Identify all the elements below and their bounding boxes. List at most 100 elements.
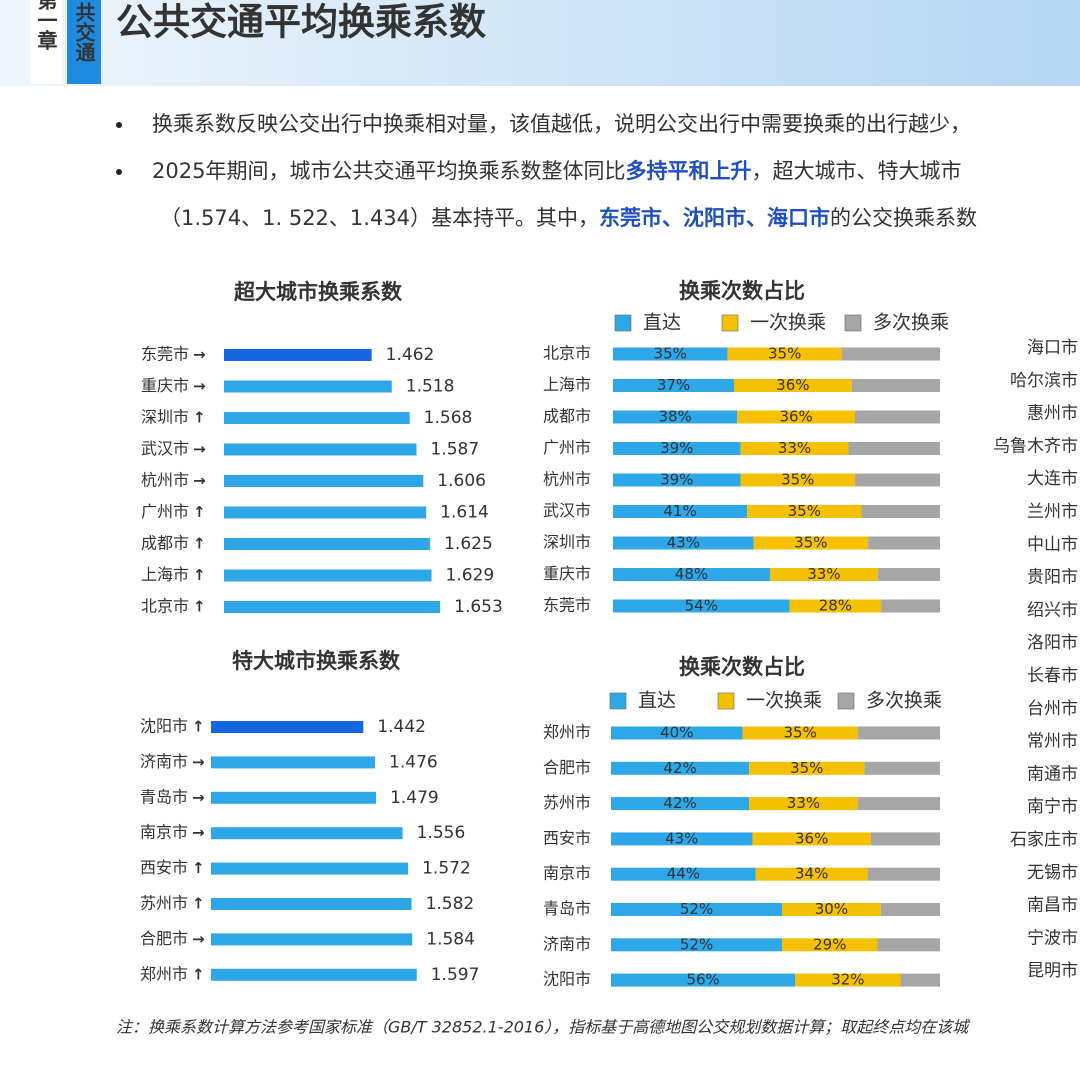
legend-swatch (717, 692, 735, 710)
bar-segment (737, 410, 855, 424)
trend-arrow: → (192, 753, 205, 771)
category-label: 深圳市 (543, 533, 591, 552)
bar-segment (854, 410, 940, 424)
bar-segment (880, 903, 940, 916)
trend-arrow: → (193, 472, 206, 490)
bar-segment (611, 938, 783, 952)
value-label: 56% (686, 971, 719, 989)
value-label: 39% (660, 471, 693, 489)
legend-swatch (614, 314, 632, 332)
bar-segment (613, 599, 790, 613)
bar (224, 349, 372, 361)
bar-segment (867, 867, 940, 881)
bar (211, 933, 413, 946)
value-label: 30% (815, 900, 848, 918)
value-label: 42% (663, 759, 696, 777)
legend-swatch (837, 692, 855, 710)
value-label: 34% (795, 865, 828, 883)
category-label: 杭州市 (141, 471, 189, 490)
bar (224, 475, 424, 487)
legend-swatch (609, 692, 627, 710)
value-label: 36% (779, 408, 812, 426)
bar-segment (611, 726, 743, 740)
value-label: 35% (794, 534, 827, 552)
bar-segment (749, 761, 865, 775)
bar (211, 898, 412, 910)
category-label: 上海市 (543, 375, 591, 394)
bar-segment (841, 347, 940, 361)
value-label: 1.568 (424, 408, 473, 428)
bullet-dot (116, 122, 122, 128)
category-label: 上海市 (141, 565, 189, 584)
side-city-label: 宁波市 (1027, 928, 1078, 948)
bar-segment (877, 938, 940, 952)
category-label: 合肥市 (140, 929, 188, 948)
text-span: 的公交换乘系数 (830, 206, 977, 230)
trend-arrow: ↑ (192, 895, 205, 913)
text-span: （1.574、1. 522、1.434）基本持平。其中， (160, 206, 599, 230)
value-label: 1.572 (422, 859, 471, 879)
category-label: 合肥市 (543, 758, 591, 777)
trend-arrow: → (192, 788, 205, 806)
bar-segment (900, 973, 940, 987)
bar-segment (733, 379, 852, 392)
side-city-label: 台州市 (1027, 699, 1078, 719)
bar-segment (740, 442, 849, 455)
bar-segment (782, 938, 878, 952)
text-span: 换乘系数反映公交出行中换乘相对量，该值越低，说明公交出行中需要换乘的出行越少， (152, 112, 971, 136)
value-label: 1.462 (386, 345, 435, 365)
bar-segment (611, 797, 750, 811)
bar-segment (613, 505, 748, 518)
category-label: 重庆市 (543, 564, 591, 583)
value-label: 1.476 (389, 752, 438, 772)
value-label: 41% (663, 502, 696, 520)
bar-segment (613, 473, 741, 487)
side-city-label: 海口市 (1027, 338, 1078, 358)
chart-title: 特大城市换乘系数 (232, 649, 401, 673)
category-label: 郑州市 (140, 964, 188, 983)
text-span: 2025年期间，城市公共交通平均换乘系数整体同比 (152, 159, 625, 183)
legend-label: 一次换乘 (746, 690, 822, 712)
category-label: 杭州市 (543, 470, 591, 489)
bar-segment (611, 761, 750, 775)
bar-segment (861, 505, 940, 518)
value-label: 1.587 (430, 440, 479, 460)
bar-segment (613, 410, 738, 424)
bar (224, 443, 417, 456)
value-label: 1.582 (426, 894, 475, 914)
trend-arrow: ↑ (192, 859, 205, 877)
category-label: 北京市 (141, 597, 189, 616)
chart-title: 换乘次数占比 (679, 655, 805, 679)
value-label: 48% (675, 565, 708, 583)
side-city-label: 贵阳市 (1027, 568, 1078, 588)
chapter-label: 第一章 (34, 0, 58, 51)
legend-label: 一次换乘 (750, 312, 826, 334)
side-city-label: 无锡市 (1027, 863, 1078, 883)
bar-segment (854, 473, 940, 487)
side-city-label: 常州市 (1027, 732, 1078, 752)
bar (224, 538, 431, 550)
value-label: 1.556 (417, 823, 466, 843)
category-label: 青岛市 (543, 899, 591, 918)
bar-segment (752, 832, 871, 846)
category-label: 西安市 (140, 858, 188, 877)
bar-segment (753, 536, 869, 550)
bar (211, 827, 403, 840)
category-label: 青岛市 (140, 787, 188, 806)
value-label: 1.584 (426, 929, 475, 949)
value-label: 33% (778, 439, 811, 457)
bar-segment (613, 568, 770, 581)
bar (211, 968, 417, 981)
side-city-label: 惠州市 (1027, 404, 1078, 424)
bar-segment (870, 832, 940, 846)
bar-segment (857, 797, 940, 811)
bar (211, 721, 364, 733)
trend-arrow: → (193, 346, 206, 364)
category-label: 苏州市 (543, 793, 591, 812)
value-label: 40% (660, 724, 693, 742)
value-label: 33% (787, 794, 820, 812)
bar (224, 569, 432, 582)
footnote: 注：换乘系数计算方法参考国家标准（GB/T 32852.1-2016），指标基于… (116, 1018, 970, 1037)
side-city-label: 长春市 (1027, 666, 1078, 686)
